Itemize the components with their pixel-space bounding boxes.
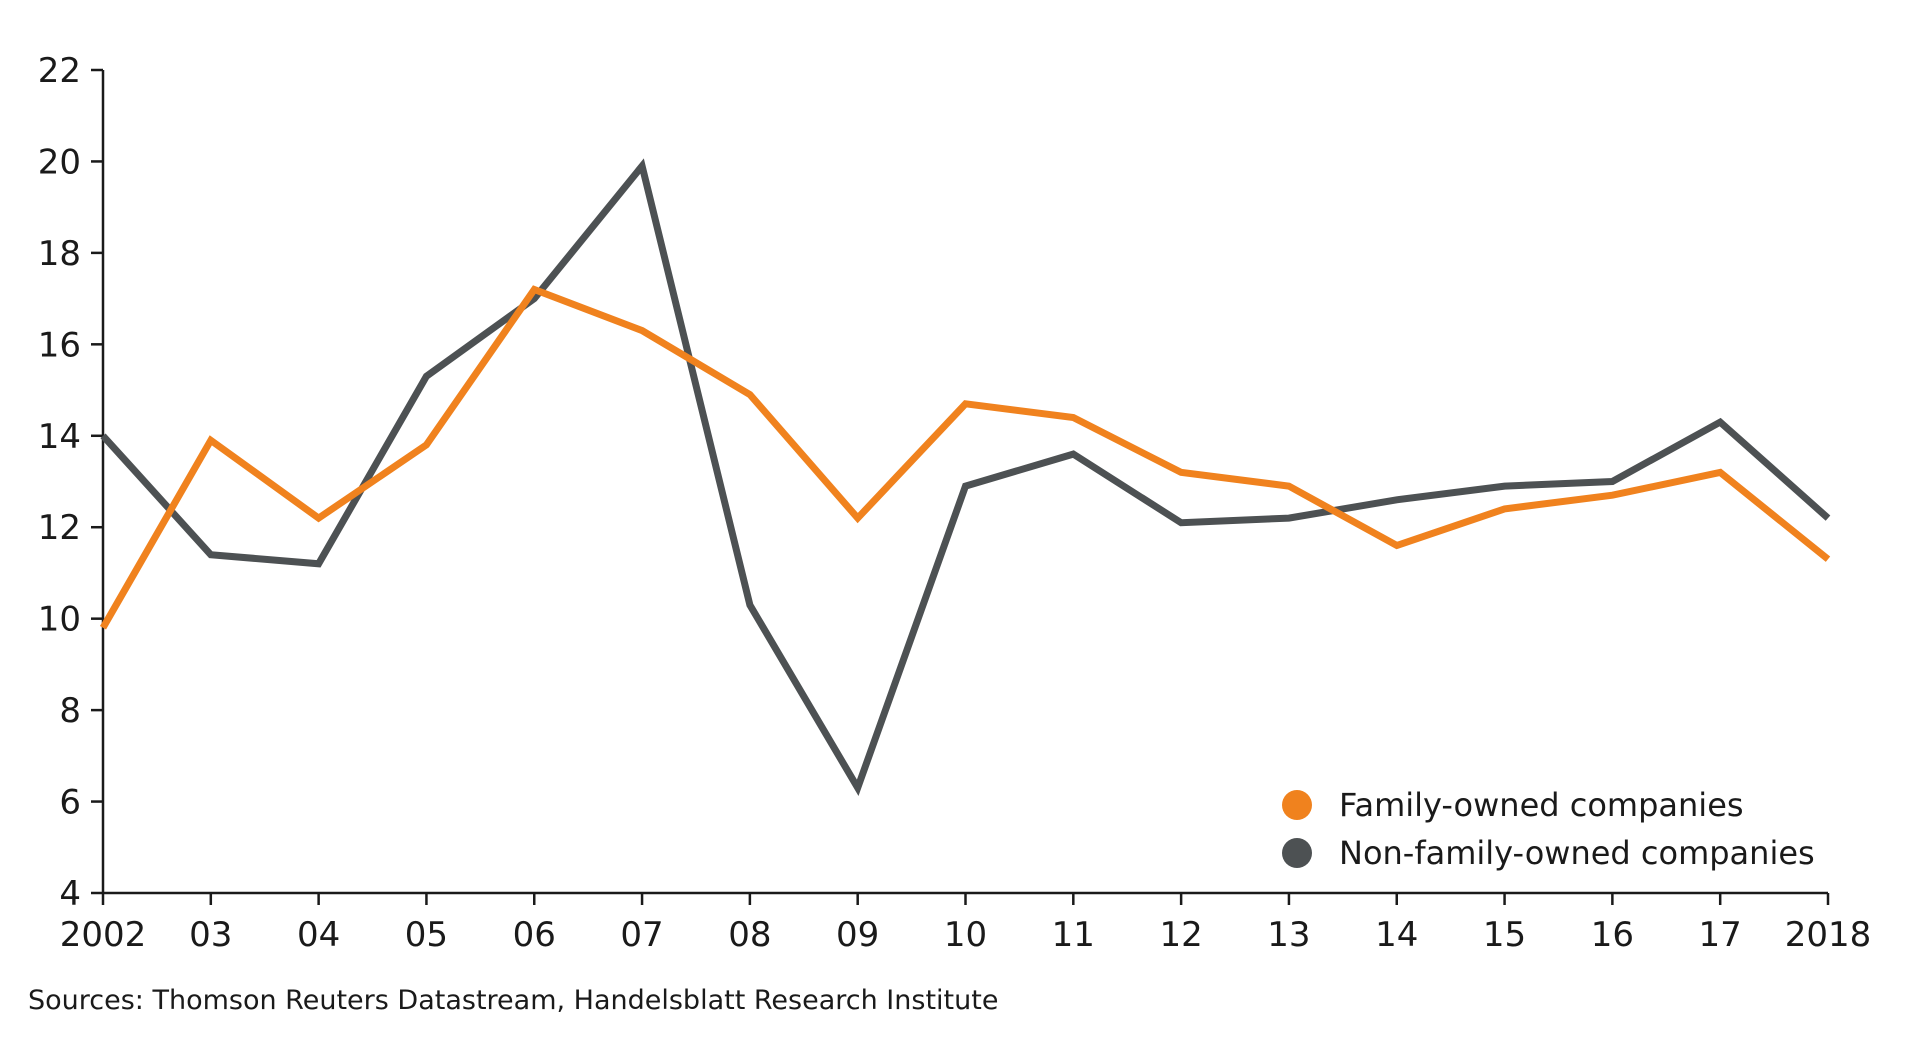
x-tick-label: 2002 [60,915,147,955]
x-tick-label: 15 [1483,915,1526,955]
legend: Family-owned companies Non-family-owned c… [1282,786,1815,872]
x-tick-label: 12 [1159,915,1202,955]
legend-label: Non-family-owned companies [1339,834,1815,872]
x-tick-label: 07 [620,915,663,955]
x-tick-label: 11 [1052,915,1095,955]
source-note: Sources: Thomson Reuters Datastream, Han… [28,985,999,1016]
x-tick-label: 09 [836,915,879,955]
x-tick-label: 14 [1375,915,1418,955]
y-tick-label: 10 [38,600,81,640]
legend-marker [1282,838,1312,868]
series-line-family-owned [99,285,1831,630]
x-tick-label: 10 [944,915,987,955]
x-tick-label: 17 [1699,915,1742,955]
x-tick-label: 13 [1267,915,1310,955]
y-tick-label: 8 [59,691,81,731]
x-tick-label: 08 [728,915,771,955]
y-tick-label: 18 [38,234,81,274]
x-tick-label: 2018 [1785,915,1872,955]
series-lines [99,158,1831,797]
x-axis: 2002 03 04 05 06 07 08 09 10 11 12 13 14 15 16 17 2018 [60,891,1872,955]
x-tick-label: 16 [1591,915,1634,955]
legend-label: Family-owned companies [1339,786,1744,824]
y-tick-label: 12 [38,508,81,548]
y-tick-label: 14 [38,417,81,457]
legend-marker [1282,790,1312,820]
x-tick-label: 03 [189,915,232,955]
x-tick-label: 04 [297,915,340,955]
y-tick-label: 4 [59,874,81,914]
series-line-non-family-owned [100,158,1831,797]
y-tick-label: 22 [38,51,81,91]
x-tick-label: 05 [405,915,448,955]
y-axis: 4 6 8 10 12 14 16 18 20 22 [38,51,105,914]
y-tick-label: 16 [38,325,81,365]
y-tick-label: 6 [59,783,81,823]
x-tick-label: 06 [513,915,556,955]
y-tick-label: 20 [38,142,81,182]
